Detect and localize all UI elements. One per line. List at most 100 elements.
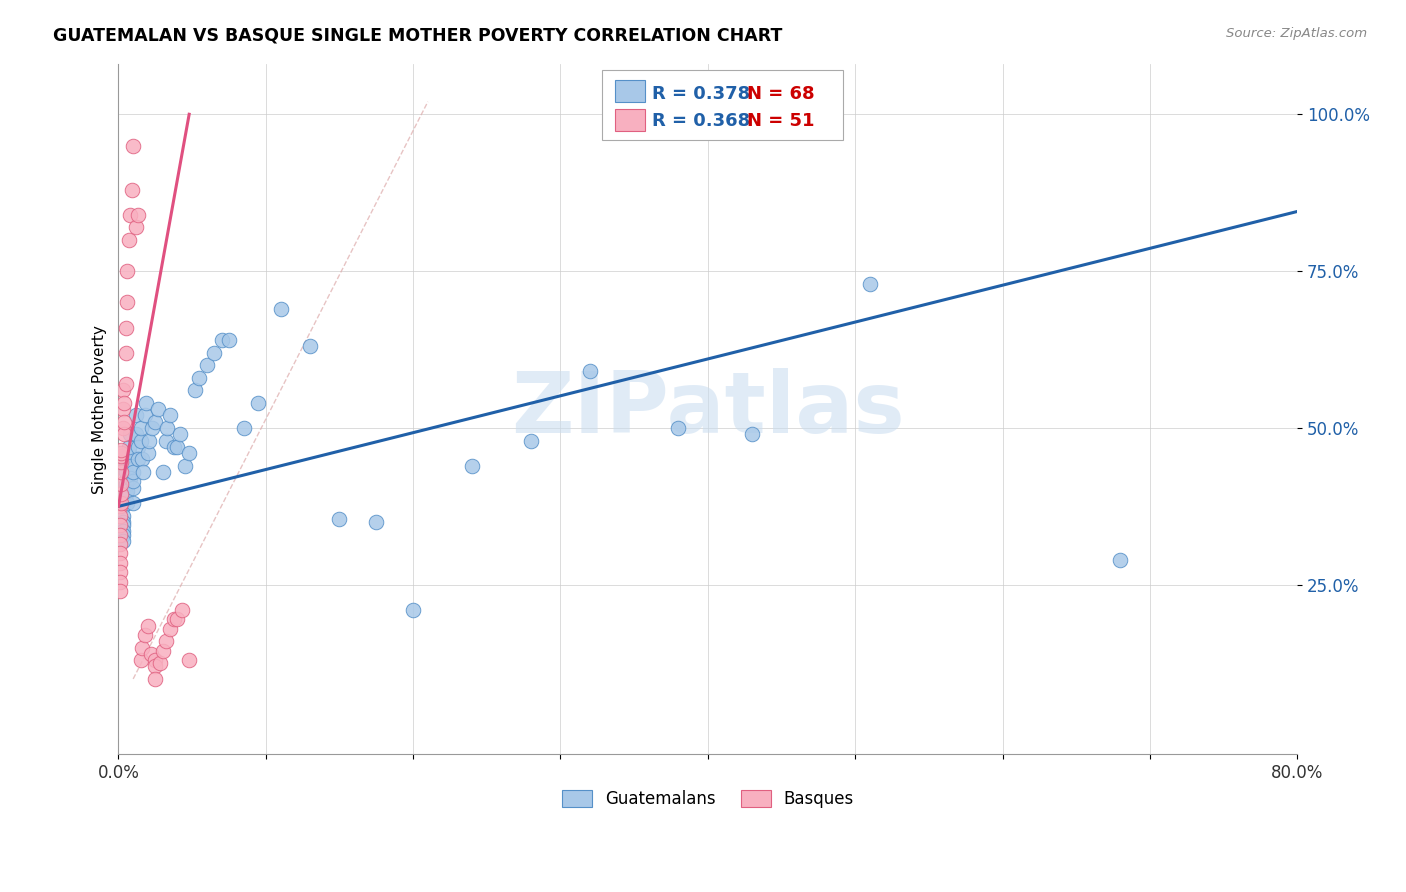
Point bbox=[111, 524, 134, 539]
Point bbox=[148, 402, 170, 417]
Point bbox=[125, 409, 148, 423]
Point bbox=[111, 527, 134, 541]
Point bbox=[159, 409, 181, 423]
Point bbox=[122, 465, 145, 479]
Text: Source: ZipAtlas.com: Source: ZipAtlas.com bbox=[1226, 27, 1367, 40]
Point bbox=[127, 452, 149, 467]
Point bbox=[169, 427, 191, 442]
Point bbox=[328, 512, 350, 526]
Text: N = 51: N = 51 bbox=[747, 112, 814, 130]
Point bbox=[179, 446, 201, 460]
Point bbox=[1109, 552, 1132, 566]
Point bbox=[110, 455, 132, 469]
Point bbox=[110, 446, 132, 460]
Point bbox=[152, 465, 174, 479]
Point bbox=[117, 483, 139, 498]
Point bbox=[461, 458, 484, 473]
Point bbox=[110, 442, 132, 457]
Point bbox=[143, 659, 166, 673]
Point bbox=[149, 657, 172, 671]
Point bbox=[120, 208, 142, 222]
Point bbox=[579, 364, 602, 378]
Point bbox=[152, 643, 174, 657]
Point bbox=[188, 371, 211, 385]
Point bbox=[122, 475, 145, 489]
Point bbox=[166, 612, 188, 626]
Point bbox=[108, 527, 131, 541]
Point bbox=[121, 182, 143, 196]
Point bbox=[859, 277, 882, 291]
Point bbox=[202, 345, 225, 359]
Point bbox=[114, 487, 136, 501]
Point bbox=[127, 208, 149, 222]
Point bbox=[110, 449, 132, 463]
Point bbox=[211, 333, 233, 347]
Point bbox=[110, 477, 132, 491]
Point bbox=[112, 427, 135, 442]
Point bbox=[135, 396, 157, 410]
Point bbox=[163, 612, 186, 626]
Point bbox=[134, 409, 156, 423]
Point bbox=[108, 566, 131, 580]
Point bbox=[120, 471, 142, 485]
Text: R = 0.378: R = 0.378 bbox=[652, 85, 751, 103]
Point bbox=[132, 465, 155, 479]
Point bbox=[129, 421, 152, 435]
Point bbox=[127, 440, 149, 454]
Point bbox=[195, 358, 218, 372]
Point bbox=[166, 440, 188, 454]
Point bbox=[112, 415, 135, 429]
Point bbox=[122, 138, 145, 153]
Point bbox=[173, 458, 195, 473]
Point bbox=[129, 653, 152, 667]
Point bbox=[156, 421, 179, 435]
Point bbox=[131, 452, 153, 467]
FancyBboxPatch shape bbox=[614, 109, 645, 131]
Point bbox=[134, 628, 156, 642]
Point bbox=[155, 434, 177, 448]
Point bbox=[108, 584, 131, 599]
Point bbox=[114, 449, 136, 463]
Point bbox=[110, 496, 132, 510]
Point bbox=[131, 640, 153, 655]
Point bbox=[110, 487, 132, 501]
Point bbox=[138, 434, 160, 448]
Point bbox=[120, 458, 142, 473]
Point bbox=[114, 345, 136, 359]
Point bbox=[117, 496, 139, 510]
Point bbox=[111, 515, 134, 529]
Point bbox=[110, 465, 132, 479]
Point bbox=[108, 500, 131, 514]
Point bbox=[117, 264, 139, 278]
Text: GUATEMALAN VS BASQUE SINGLE MOTHER POVERTY CORRELATION CHART: GUATEMALAN VS BASQUE SINGLE MOTHER POVER… bbox=[53, 27, 783, 45]
FancyBboxPatch shape bbox=[614, 79, 645, 102]
Point bbox=[114, 455, 136, 469]
Point bbox=[111, 496, 134, 510]
Point bbox=[112, 396, 135, 410]
Point bbox=[108, 546, 131, 560]
Point bbox=[111, 402, 134, 417]
Point bbox=[111, 533, 134, 548]
Point bbox=[143, 672, 166, 686]
Point bbox=[163, 440, 186, 454]
Text: N = 68: N = 68 bbox=[747, 85, 814, 103]
Point bbox=[402, 603, 425, 617]
Point bbox=[298, 339, 321, 353]
Point bbox=[108, 537, 131, 551]
Point bbox=[179, 653, 201, 667]
Point bbox=[184, 384, 207, 398]
Point bbox=[111, 384, 134, 398]
FancyBboxPatch shape bbox=[602, 70, 844, 140]
Point bbox=[111, 518, 134, 533]
Point bbox=[118, 446, 141, 460]
Point bbox=[111, 421, 134, 435]
Point bbox=[114, 377, 136, 392]
Point bbox=[666, 421, 689, 435]
Point bbox=[218, 333, 240, 347]
Point bbox=[120, 427, 142, 442]
Point bbox=[111, 500, 134, 514]
Legend: Guatemalans, Basques: Guatemalans, Basques bbox=[555, 783, 860, 815]
Point bbox=[114, 477, 136, 491]
Point bbox=[520, 434, 543, 448]
Point bbox=[143, 653, 166, 667]
